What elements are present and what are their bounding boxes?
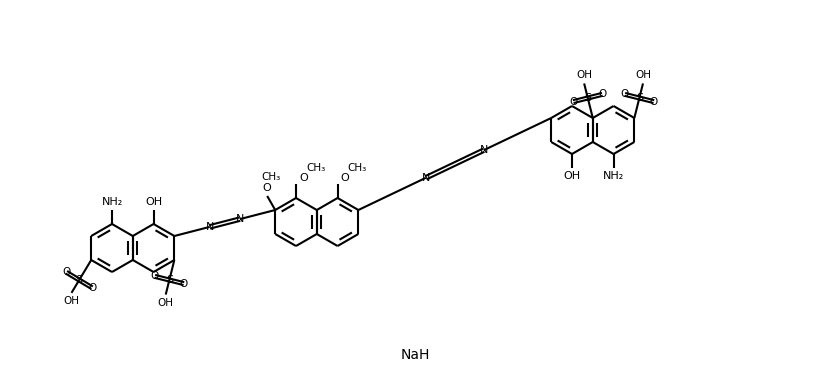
Text: S: S: [166, 275, 173, 285]
Text: N: N: [235, 214, 244, 224]
Text: O: O: [88, 283, 97, 293]
Text: CH₃: CH₃: [348, 163, 367, 173]
Text: S: S: [636, 93, 643, 103]
Text: NH₂: NH₂: [603, 171, 624, 181]
Text: NaH: NaH: [400, 348, 429, 362]
Text: OH: OH: [576, 70, 592, 80]
Text: O: O: [299, 173, 308, 183]
Text: OH: OH: [563, 171, 581, 181]
Text: O: O: [180, 279, 188, 289]
Text: O: O: [650, 97, 658, 106]
Text: O: O: [151, 272, 159, 282]
Text: O: O: [621, 89, 629, 99]
Text: O: O: [263, 183, 271, 193]
Text: OH: OH: [145, 197, 162, 207]
Text: O: O: [598, 89, 607, 99]
Text: OH: OH: [635, 70, 651, 80]
Text: O: O: [569, 97, 577, 106]
Text: O: O: [340, 173, 349, 183]
Text: CH₃: CH₃: [261, 172, 281, 182]
Text: NH₂: NH₂: [102, 197, 122, 207]
Text: S: S: [584, 93, 592, 103]
Text: N: N: [479, 145, 488, 155]
Text: N: N: [206, 222, 214, 232]
Text: CH₃: CH₃: [306, 163, 325, 173]
Text: S: S: [76, 275, 82, 285]
Text: N: N: [422, 173, 430, 183]
Text: O: O: [62, 267, 71, 277]
Text: OH: OH: [63, 296, 80, 306]
Text: OH: OH: [158, 298, 174, 308]
